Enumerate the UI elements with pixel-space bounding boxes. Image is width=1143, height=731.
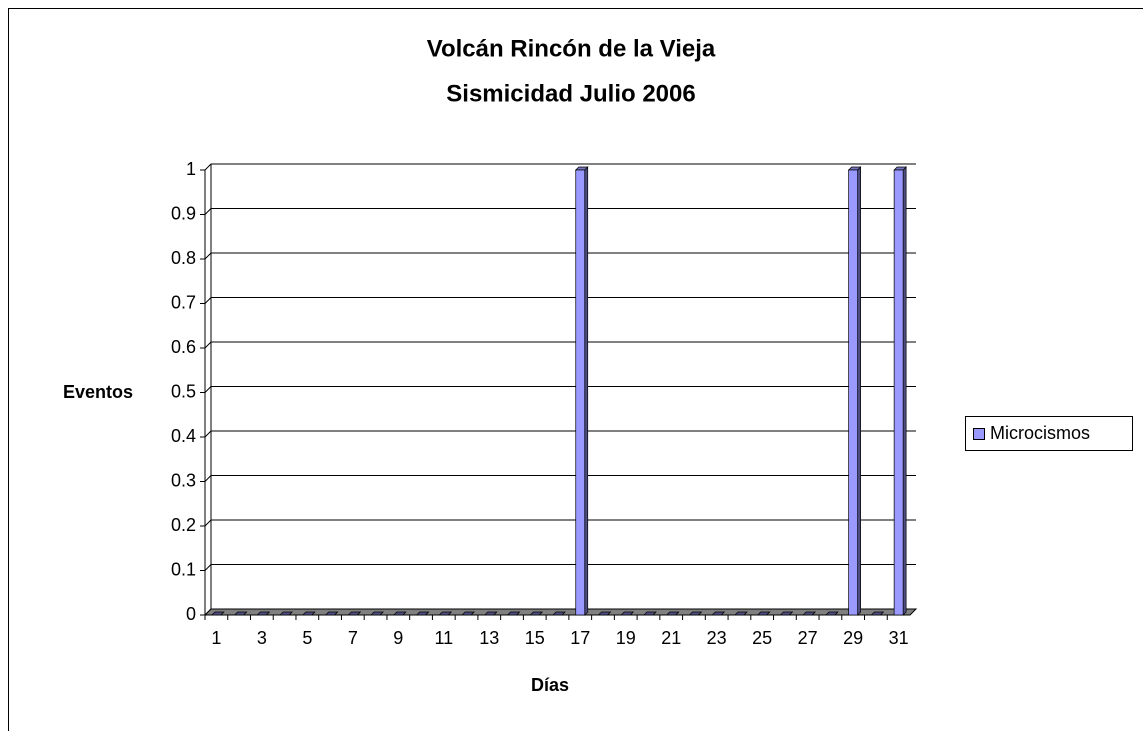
y-tick-label: 0.8 bbox=[171, 248, 196, 268]
legend-label: Microcismos bbox=[990, 423, 1090, 443]
grid-line bbox=[204, 341, 212, 349]
y-tick-label: 0.5 bbox=[171, 381, 196, 401]
bar-top bbox=[347, 611, 362, 616]
bar-top bbox=[301, 611, 316, 616]
bar-top bbox=[597, 611, 612, 616]
bar-top bbox=[211, 611, 225, 616]
y-tick-label: 0.2 bbox=[171, 515, 196, 535]
grid-line bbox=[204, 208, 212, 215]
x-tick-label: 9 bbox=[393, 628, 403, 648]
grid-line bbox=[204, 475, 212, 482]
grid-line bbox=[204, 519, 212, 527]
y-tick-label: 0.1 bbox=[171, 559, 196, 579]
y-tick-label: 0 bbox=[186, 604, 196, 624]
legend-box bbox=[965, 416, 1133, 451]
x-tick-label: 23 bbox=[707, 628, 727, 648]
y-tick-label: 0.9 bbox=[171, 203, 196, 223]
grid-line bbox=[204, 252, 212, 260]
y-tick-label: 0.3 bbox=[171, 470, 196, 490]
bar-top bbox=[461, 611, 475, 616]
x-tick-label: 15 bbox=[525, 628, 545, 648]
x-tick-label: 7 bbox=[348, 628, 358, 648]
y-tick-label: 0.4 bbox=[171, 426, 196, 446]
x-tick-label: 25 bbox=[752, 628, 772, 648]
grid-line bbox=[204, 297, 212, 304]
x-tick-label: 1 bbox=[211, 628, 221, 648]
grid-line bbox=[204, 430, 212, 438]
bar-side bbox=[902, 166, 907, 616]
bar-top bbox=[620, 611, 635, 616]
bar-top bbox=[233, 611, 248, 616]
bar-top bbox=[483, 611, 498, 616]
bar-top bbox=[643, 611, 657, 616]
bar bbox=[893, 169, 904, 616]
bar-top bbox=[870, 611, 885, 616]
bar-top bbox=[529, 611, 544, 616]
bar bbox=[575, 169, 586, 616]
bar-top bbox=[802, 611, 817, 616]
bar-top bbox=[552, 611, 566, 616]
x-tick-label: 3 bbox=[257, 628, 267, 648]
y-tick-label: 1 bbox=[186, 159, 196, 179]
bar-top bbox=[688, 611, 703, 616]
grid-line bbox=[204, 386, 212, 393]
bar-top bbox=[779, 611, 794, 616]
bar-top bbox=[256, 611, 271, 616]
x-tick-label: 19 bbox=[616, 628, 636, 648]
bar-top bbox=[370, 611, 384, 616]
x-tick-label: 21 bbox=[661, 628, 681, 648]
x-tick-label: 5 bbox=[302, 628, 312, 648]
x-tick-label: 29 bbox=[843, 628, 863, 648]
bar-side bbox=[584, 166, 589, 616]
bar bbox=[848, 169, 858, 616]
y-tick-label: 0.6 bbox=[171, 337, 196, 357]
x-tick-label: 17 bbox=[570, 628, 590, 648]
bar-side bbox=[857, 166, 861, 616]
bar-top bbox=[734, 611, 748, 616]
bar-top bbox=[825, 611, 839, 616]
bar-top bbox=[324, 611, 339, 616]
bar-top bbox=[438, 611, 453, 616]
grid-line bbox=[204, 608, 212, 616]
bar-top bbox=[756, 611, 771, 616]
grid-line bbox=[204, 564, 212, 571]
bar-top bbox=[506, 611, 521, 616]
bar-top bbox=[415, 611, 430, 616]
bar-top bbox=[392, 611, 407, 616]
chart-subtitle: Sismicidad Julio 2006 bbox=[446, 80, 695, 107]
bar-top bbox=[279, 611, 293, 616]
grid-line bbox=[204, 163, 212, 171]
chart-title: Volcán Rincón de la Vieja bbox=[427, 35, 716, 62]
x-tick-label: 31 bbox=[889, 628, 909, 648]
bar-top bbox=[665, 611, 680, 616]
x-axis-label: Días bbox=[531, 675, 569, 695]
x-tick-label: 27 bbox=[798, 628, 818, 648]
x-tick-label: 11 bbox=[434, 628, 453, 648]
y-axis-label: Eventos bbox=[63, 382, 133, 402]
bar-top bbox=[711, 611, 726, 616]
legend-swatch bbox=[973, 428, 985, 440]
x-tick-label: 13 bbox=[479, 628, 499, 648]
y-tick-label: 0.7 bbox=[171, 292, 196, 312]
